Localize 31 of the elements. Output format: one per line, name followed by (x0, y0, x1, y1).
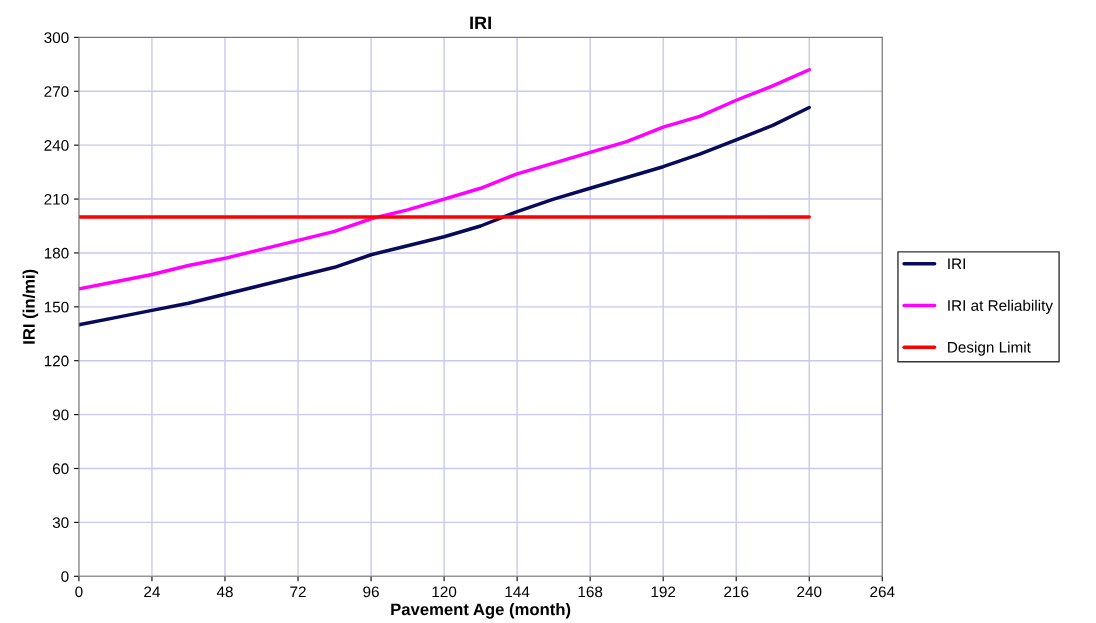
x-tick-label: 72 (290, 586, 306, 598)
y-tick-label: 90 (52, 409, 69, 421)
y-tick-label: 240 (44, 140, 69, 151)
x-tick-label: 0 (75, 586, 83, 598)
y-tick-label: 270 (44, 86, 69, 97)
y-axis-title: IRI (in/mi) (22, 269, 39, 344)
x-tick-label: 240 (797, 586, 822, 598)
y-tick-label: 0 (61, 571, 69, 582)
x-tick-label: 144 (505, 586, 530, 598)
x-tick-label: 96 (363, 586, 379, 598)
y-tick-label: 300 (44, 32, 69, 44)
legend-label: Design Limit (948, 341, 1031, 356)
line-series (78, 105, 811, 327)
x-tick-label: 192 (651, 586, 676, 598)
y-tick-label: 180 (44, 247, 69, 259)
x-tick-label: 168 (578, 586, 603, 598)
x-tick-label: 216 (724, 586, 749, 598)
x-tick-label: 120 (432, 586, 457, 598)
x-tick-label: 264 (870, 586, 895, 598)
x-tick-label: 48 (216, 586, 233, 598)
y-tick-label: 210 (44, 193, 69, 205)
y-tick-label: 150 (44, 301, 69, 313)
y-tick-label: 120 (44, 355, 69, 367)
y-tick-label: 60 (52, 463, 69, 475)
legend-label: IRI (948, 258, 965, 270)
chart-title: IRI (470, 16, 491, 30)
line-series (78, 67, 811, 291)
x-tick-label: 24 (144, 586, 160, 598)
x-axis-title: Pavement Age (month) (391, 603, 571, 619)
y-tick-label: 30 (52, 517, 69, 529)
legend-label: IRI at Reliability (948, 299, 1053, 314)
